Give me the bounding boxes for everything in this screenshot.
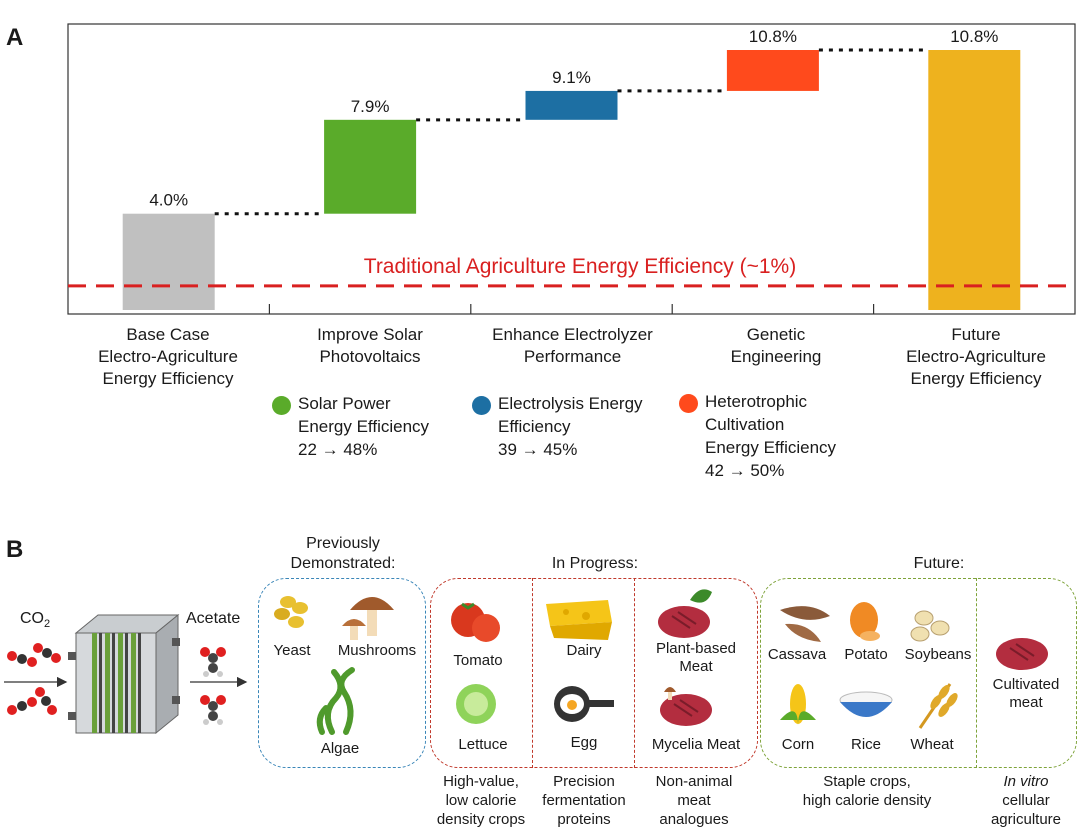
- bar-3: [726, 50, 819, 91]
- food-label-rice: Rice: [850, 736, 881, 753]
- baseline-label: Traditional Agriculture Energy Efficienc…: [364, 255, 796, 278]
- legend-electrolysis: Electrolysis Energy Efficiency 39 → 45%: [498, 394, 643, 459]
- group-box-in-progress: [430, 578, 758, 768]
- egg-pan-icon: [554, 686, 614, 722]
- plot-frame: [67, 23, 1076, 315]
- legend-dot-solar: [272, 396, 291, 415]
- corn-icon: [780, 684, 816, 726]
- food-label-cassava: Cassava: [767, 646, 827, 663]
- group-box-previous: [258, 578, 426, 768]
- food-label-wheat: Wheat: [910, 736, 954, 753]
- co2-label: CO2: [20, 610, 51, 631]
- panel-b-label: B: [6, 536, 24, 563]
- food-label-yeast: Yeast: [273, 642, 311, 659]
- food-icons: [274, 589, 1048, 735]
- waterfall-chart: 4.0% 7.9% 9.1% 10.8% 10.8% Traditional Agric…: [67, 23, 1076, 315]
- divider-1: [532, 578, 533, 768]
- soybeans-icon: [910, 610, 950, 642]
- food-label-mushrooms: Mushrooms: [337, 642, 417, 659]
- category-label-solar: Improve Solar Photovoltaics: [317, 325, 423, 366]
- plant-meat-icon: [658, 589, 712, 638]
- food-label-cultivated-meat: Cultivated meat: [992, 676, 1060, 711]
- value-label-1: 7.9%: [351, 97, 390, 116]
- caption-in-vitro: In vitro: [1003, 773, 1049, 790]
- caption-precision: Precision fermentation proteins: [542, 773, 626, 828]
- bar-1: [324, 119, 417, 214]
- category-label-genetic: Genetic Engineering: [730, 325, 822, 366]
- value-label-2: 9.1%: [552, 68, 591, 87]
- algae-icon: [316, 667, 355, 735]
- yeast-icon: [274, 596, 308, 628]
- food-label-potato: Potato: [844, 646, 888, 663]
- reactor-illustration: [4, 613, 248, 735]
- acetate-molecule-icon: [200, 647, 226, 725]
- caption-high-value: High-value, low calorie density crops: [436, 773, 526, 828]
- legend-solar: Solar Power Energy Efficiency 22 → 48%: [298, 394, 430, 459]
- food-label-algae: Algae: [320, 740, 360, 757]
- cultivated-meat-icon: [996, 638, 1048, 670]
- category-label-base: Base Case Electro-Agriculture Energy Eff…: [98, 325, 238, 388]
- category-label-future: Future Electro-Agriculture Energy Effici…: [906, 325, 1046, 388]
- legend-dot-electrolysis: [472, 396, 491, 415]
- food-label-dairy: Dairy: [566, 642, 602, 659]
- rice-bowl-icon: [839, 691, 893, 717]
- legend-dot-heterotrophic: [679, 394, 698, 413]
- panel-a-label: A: [6, 24, 24, 51]
- divider-3: [976, 578, 977, 768]
- co2-molecule-icon: [7, 643, 61, 715]
- food-label-corn: Corn: [781, 736, 815, 753]
- bar-0: [122, 213, 215, 310]
- food-label-soybeans: Soybeans: [904, 646, 972, 663]
- sweet-potato-icon: [850, 602, 880, 641]
- food-label-egg: Egg: [570, 734, 598, 751]
- cassava-icon: [780, 606, 830, 642]
- caption-staple-crops: Staple crops, high calorie density: [802, 773, 932, 809]
- value-label-0: 4.0%: [149, 191, 188, 210]
- electrolyzer-stack-icon: [68, 613, 180, 735]
- food-label-plant-based-meat: Plant-based Meat: [655, 640, 737, 675]
- lettuce-icon: [456, 684, 496, 724]
- caption-non-animal: Non-animal meat analogues: [655, 773, 733, 828]
- mushroom-icon: [342, 597, 394, 640]
- legend-heterotrophic: Heterotrophic Cultivation Energy Efficie…: [705, 392, 837, 480]
- food-label-mycelia-meat: Mycelia Meat: [651, 736, 741, 753]
- acetate-label: Acetate: [186, 610, 241, 627]
- tomato-icon: [451, 602, 500, 642]
- mycelia-meat-icon: [660, 687, 712, 726]
- wheat-icon: [918, 683, 958, 729]
- group-title-future: Future:: [913, 555, 965, 572]
- group-title-previous: Previously Demonstrated:: [290, 535, 396, 572]
- divider-2: [634, 578, 635, 768]
- value-label-4: 10.8%: [950, 27, 998, 46]
- food-label-tomato: Tomato: [453, 652, 503, 669]
- bar-2: [525, 90, 618, 120]
- cheese-icon: [546, 600, 612, 640]
- value-label-3: 10.8%: [749, 27, 797, 46]
- group-title-in-progress: In Progress:: [551, 555, 639, 572]
- category-label-electrolyzer: Enhance Electrolyzer Performance: [492, 325, 653, 366]
- bar-4: [928, 50, 1021, 310]
- food-label-lettuce: Lettuce: [458, 736, 508, 753]
- group-box-future: [760, 578, 1077, 768]
- caption-cellular: cellular agriculture: [990, 792, 1062, 828]
